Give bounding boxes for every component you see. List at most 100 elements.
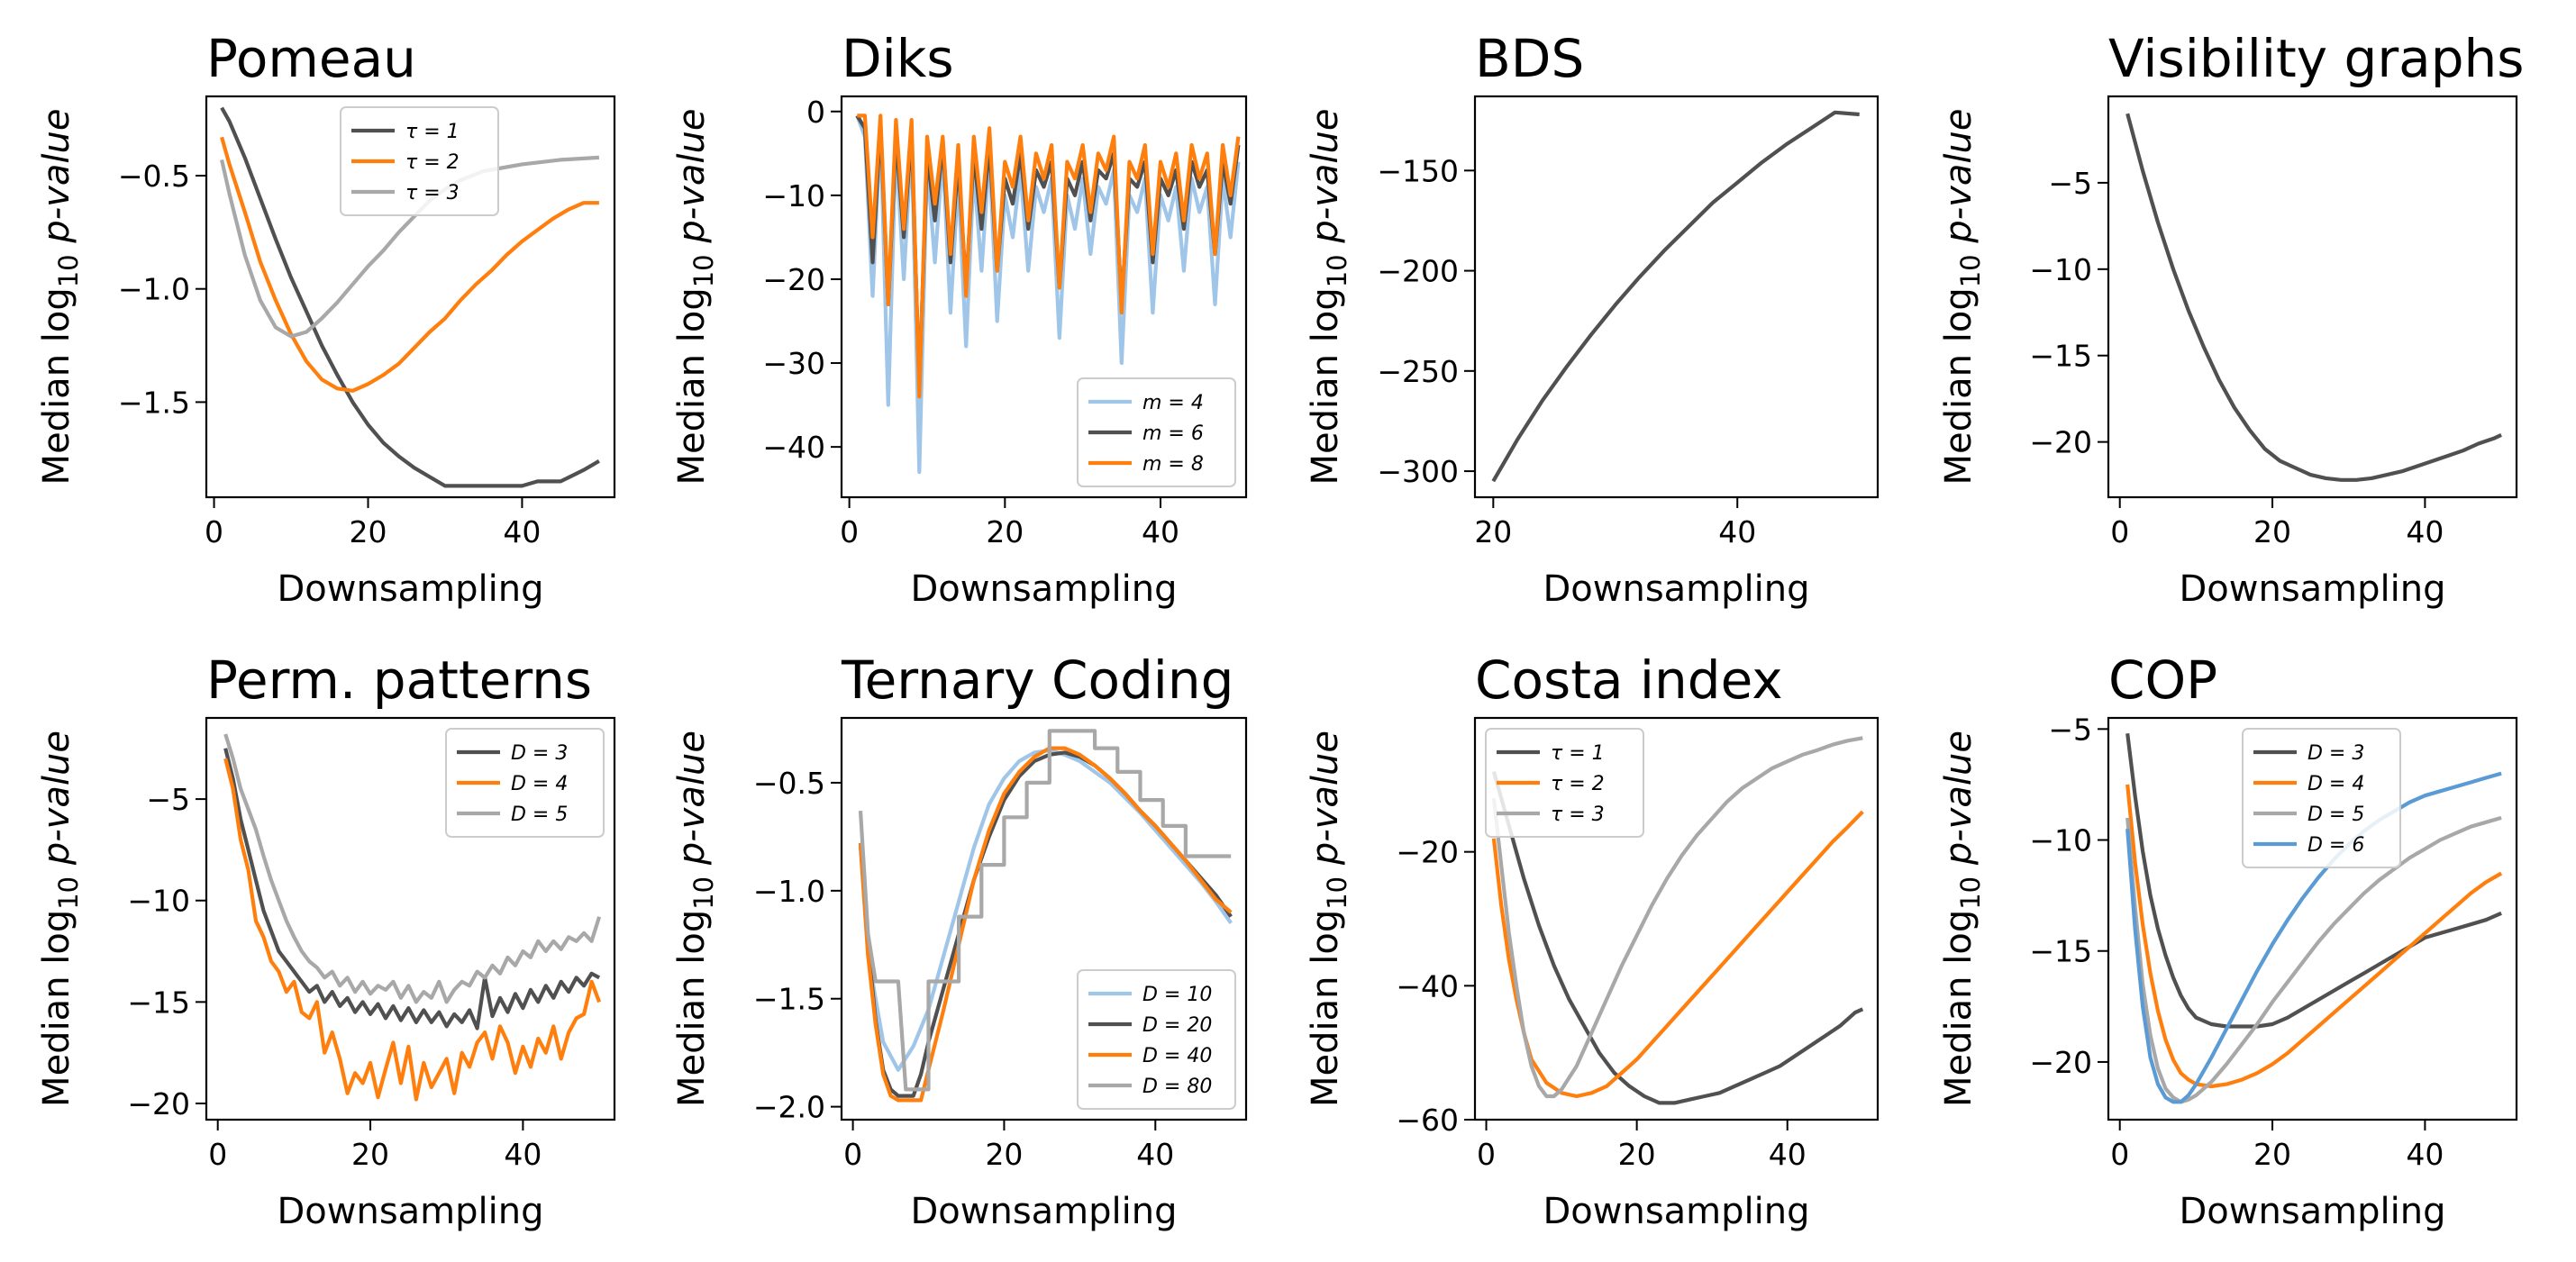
legend: D = 10 D = 20 D = 40 D = 80 (1077, 969, 1236, 1110)
legend-label: D = 5 (2307, 804, 2364, 826)
series-line-2 (857, 113, 1241, 399)
y-tick-label: −10 (127, 884, 190, 919)
legend-box (1485, 728, 1644, 838)
series-line-2 (223, 733, 602, 1004)
y-label-sub: 10 (53, 876, 84, 910)
legend-box (1077, 969, 1236, 1110)
series-line-0 (220, 106, 600, 488)
y-axis-label: Median log10 p-value (36, 109, 84, 486)
y-label-sub: 10 (53, 254, 84, 287)
y-label-sub: 10 (688, 876, 719, 910)
legend-box (445, 728, 605, 838)
y-tick-label: −20 (127, 1086, 190, 1121)
y-label-sub: 10 (688, 254, 719, 287)
y-label-main: Median log (1305, 910, 1346, 1107)
series-group (2125, 732, 2503, 1104)
y-label-main: Median log (1938, 910, 1980, 1107)
y-tick-label: −10 (762, 178, 825, 213)
series-line-0 (855, 114, 1241, 475)
chart-panel-4: 0 20 40 −20 −15 −10 −5 Perm. patterns Downsampli… (36, 649, 616, 1232)
y-label-tail: p-value (671, 109, 713, 255)
y-tick-label: −5 (2048, 712, 2092, 747)
legend-label: m = 4 (1142, 392, 1204, 414)
y-tick-label: −15 (127, 985, 190, 1020)
chart-panel-2: 20 40 −300 −250 −200 −150 BDS Downsampling Media… (1305, 28, 1880, 610)
y-tick-label: −15 (2029, 339, 2092, 374)
x-tick-label: 0 (208, 1137, 227, 1172)
chart-title: Ternary Coding (841, 649, 1233, 711)
legend: τ = 1 τ = 2 τ = 3 (1485, 728, 1644, 838)
legend-label: D = 40 (1142, 1045, 1212, 1067)
x-tick-label: 20 (1618, 1137, 1656, 1172)
axes-frame (2107, 716, 2518, 1121)
y-tick-label: −20 (762, 262, 825, 297)
legend-label: τ = 3 (1551, 804, 1605, 826)
series-line-3 (2125, 771, 2502, 1104)
x-tick-label: 40 (1136, 1137, 1174, 1172)
legend-label: D = 3 (2307, 742, 2364, 765)
series-group (2125, 113, 2502, 482)
axes-frame (840, 716, 1248, 1121)
x-axis-label: Downsampling (910, 568, 1177, 610)
legend-label: τ = 1 (405, 121, 460, 143)
chart-title: BDS (1475, 28, 1584, 89)
legend-label: D = 6 (2307, 834, 2364, 857)
x-axis-label: Downsampling (1543, 568, 1809, 610)
y-label-tail: p-value (1938, 731, 1980, 876)
series-line-0 (2125, 732, 2502, 1029)
legend-label: D = 80 (1142, 1076, 1212, 1098)
y-tick-label: −30 (762, 346, 825, 381)
y-tick-label: −1.0 (118, 272, 190, 307)
x-tick-label: 20 (2253, 514, 2291, 549)
chart-title: Costa index (1475, 649, 1783, 711)
x-tick-label: 40 (2406, 514, 2444, 549)
series-line-2 (858, 746, 1233, 1103)
y-tick-label: −300 (1377, 454, 1459, 489)
x-axis-label: Downsampling (277, 1191, 543, 1232)
x-axis-label: Downsampling (2179, 1191, 2445, 1232)
series-line-0 (2125, 113, 2502, 482)
series-line-0 (1491, 110, 1860, 483)
legend-label: D = 10 (1142, 984, 1212, 1006)
y-label-tail: p-value (36, 731, 77, 876)
chart-title: Perm. patterns (206, 649, 592, 711)
axes-frame (840, 95, 1248, 499)
series-line-1 (220, 136, 599, 393)
y-tick-label: −5 (2048, 166, 2092, 201)
x-axis-label: Downsampling (2179, 568, 2445, 610)
y-tick-label: −20 (2029, 425, 2092, 460)
y-label-main: Median log (1938, 287, 1980, 485)
x-tick-label: 40 (504, 1137, 542, 1172)
series-line-3 (858, 729, 1232, 1092)
x-tick-label: 20 (986, 514, 1024, 549)
y-axis-label: Median log10 p-value (1305, 109, 1352, 486)
y-tick-label: −0.5 (753, 766, 825, 801)
x-axis-label: Downsampling (1543, 1191, 1809, 1232)
y-label-main: Median log (36, 910, 77, 1107)
x-tick-label: 20 (351, 1137, 389, 1172)
y-label-tail: p-value (1938, 109, 1980, 255)
y-axis-label: Median log10 p-value (671, 109, 719, 486)
x-tick-label: 40 (2406, 1137, 2444, 1172)
x-axis-label: Downsampling (910, 1191, 1177, 1232)
y-tick-label: −10 (2029, 823, 2092, 858)
x-tick-label: 0 (2110, 514, 2129, 549)
y-label-tail: p-value (1305, 731, 1346, 876)
y-tick-label: −250 (1377, 354, 1459, 389)
y-tick-label: −15 (2029, 934, 2092, 969)
x-tick-label: 0 (2110, 1137, 2129, 1172)
x-tick-label: 0 (840, 514, 859, 549)
axes-frame (205, 95, 616, 499)
y-label-sub: 10 (1955, 254, 1986, 287)
y-tick-label: −60 (1396, 1103, 1459, 1138)
chart-title: Pomeau (206, 28, 416, 89)
y-label-main: Median log (671, 287, 713, 485)
axes-frame (1473, 716, 1880, 1121)
y-axis-label: Median log10 p-value (1938, 731, 1986, 1107)
x-tick-label: 20 (1474, 514, 1512, 549)
x-tick-label: 0 (843, 1137, 862, 1172)
series-line-1 (2125, 784, 2503, 1089)
chart-panel-1: 0 20 40 −40 −30 −20 −10 0 Diks Downsampling Median… (671, 28, 1248, 610)
series-line-2 (2125, 815, 2502, 1104)
